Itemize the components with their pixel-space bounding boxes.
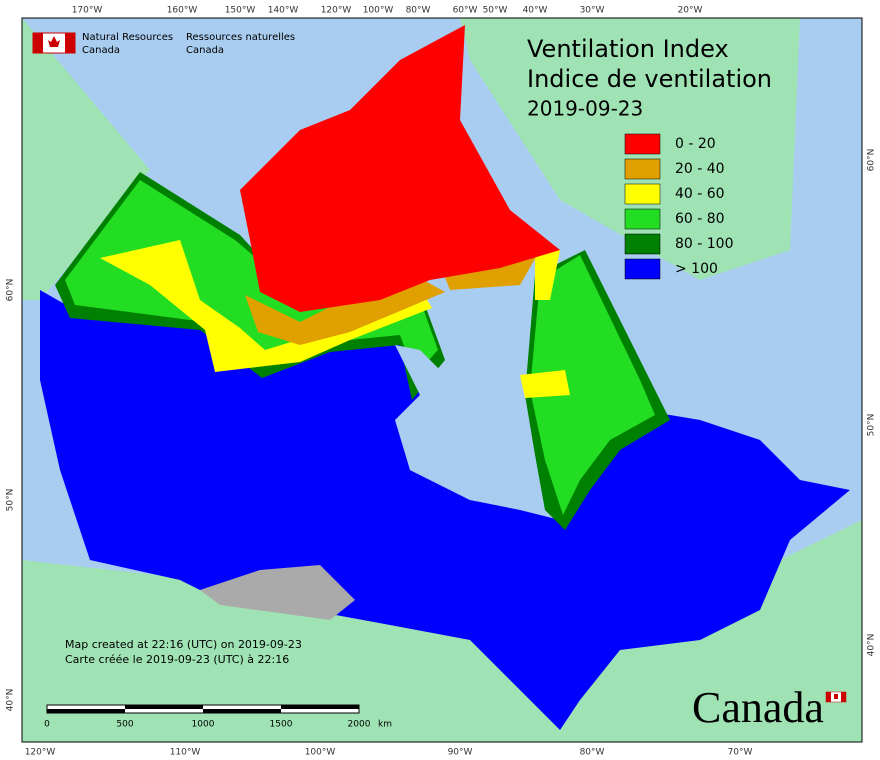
zone-40-60-east (520, 250, 570, 398)
wordmark-flag-bar (826, 692, 831, 702)
zone-60-80-east (530, 255, 655, 515)
lat-label: 60°N (867, 149, 877, 172)
lon-label: 90°W (448, 748, 473, 758)
legend-label: 40 - 60 (675, 186, 725, 202)
agency-fr: Canada (186, 45, 224, 56)
zone-40-60 (100, 240, 432, 372)
scale-label: 1500 (270, 720, 293, 730)
lon-label: 120°W (25, 748, 56, 758)
legend-label: 80 - 100 (675, 236, 734, 252)
lon-label: 100°W (363, 6, 394, 16)
lon-label: 170°W (72, 6, 103, 16)
hudson-bay (395, 345, 530, 508)
scale-segment (47, 709, 125, 713)
legend-label: 60 - 80 (675, 211, 725, 227)
frame (21, 17, 863, 743)
alaska (22, 18, 150, 300)
title: Ventilation Index (527, 35, 729, 63)
scale-label: 1000 (192, 720, 215, 730)
lat-label: 40°N (6, 689, 16, 712)
zone-above-100 (40, 290, 850, 730)
scale-segment (125, 705, 203, 709)
scale-segment (203, 709, 281, 713)
date: 2019-09-23 (527, 97, 643, 121)
graticule-labels: 170°W 160°W 150°W 140°W 120°W 100°W 80°W… (6, 6, 877, 758)
scale-label: 0 (44, 720, 50, 730)
scale-unit: km (378, 720, 392, 730)
agency-en: Canada (82, 45, 120, 56)
legend-swatch (624, 158, 661, 180)
lon-label: 80°W (580, 748, 605, 758)
legend-swatch (624, 183, 661, 205)
legend-swatch (624, 133, 661, 155)
canada-wordmark: Canada (692, 683, 847, 732)
scale-bar: 0 500 1000 1500 2000 km (44, 704, 392, 730)
wordmark-flag-bar (841, 692, 846, 702)
agency-en: Natural Resources (82, 32, 173, 43)
lat-label: 40°N (867, 634, 877, 657)
lon-label: 140°W (268, 6, 299, 16)
title: Indice de ventilation (527, 65, 772, 93)
canada (40, 25, 850, 730)
lon-label: 120°W (321, 6, 352, 16)
zone-0-20 (240, 25, 560, 312)
maple-leaf (48, 36, 60, 47)
no-data (200, 565, 355, 620)
lon-label: 80°W (406, 6, 431, 16)
legend-label: 20 - 40 (675, 161, 725, 177)
flag-bar (65, 33, 75, 53)
agency-fr: Ressources naturelles (186, 32, 295, 43)
lon-label: 60°W (453, 6, 478, 16)
legend-swatch (624, 258, 661, 280)
nrcan-logo: Natural Resources Canada Ressources natu… (32, 32, 295, 56)
legend-label: > 100 (675, 261, 718, 277)
wordmark: Canada (692, 683, 824, 732)
lon-label: 30°W (580, 6, 605, 16)
note: Carte créée le 2019-09-23 (UTC) à 22:16 (65, 653, 289, 666)
lon-label: 20°W (678, 6, 703, 16)
lat-label: 50°N (6, 489, 16, 512)
legend: 0 - 20 20 - 40 40 - 60 60 - 80 80 - 100 > 100 (624, 133, 734, 280)
legend-label: 0 - 20 (675, 136, 716, 152)
lat-label: 60°N (6, 279, 16, 302)
lon-label: 100°W (305, 748, 336, 758)
lon-label: 70°W (728, 748, 753, 758)
note: Map created at 22:16 (UTC) on 2019-09-23 (65, 638, 302, 651)
scale-segment (281, 705, 359, 709)
flag-bar (33, 33, 43, 53)
scale-label: 500 (116, 720, 133, 730)
scale-label: 2000 (348, 720, 371, 730)
legend-swatch (624, 208, 661, 230)
wordmark-leaf (834, 694, 838, 699)
legend-swatch (624, 233, 661, 255)
lon-label: 50°W (483, 6, 508, 16)
lat-label: 50°N (867, 414, 877, 437)
lon-label: 160°W (167, 6, 198, 16)
lon-label: 40°W (523, 6, 548, 16)
lon-label: 150°W (225, 6, 256, 16)
lon-label: 110°W (170, 748, 201, 758)
